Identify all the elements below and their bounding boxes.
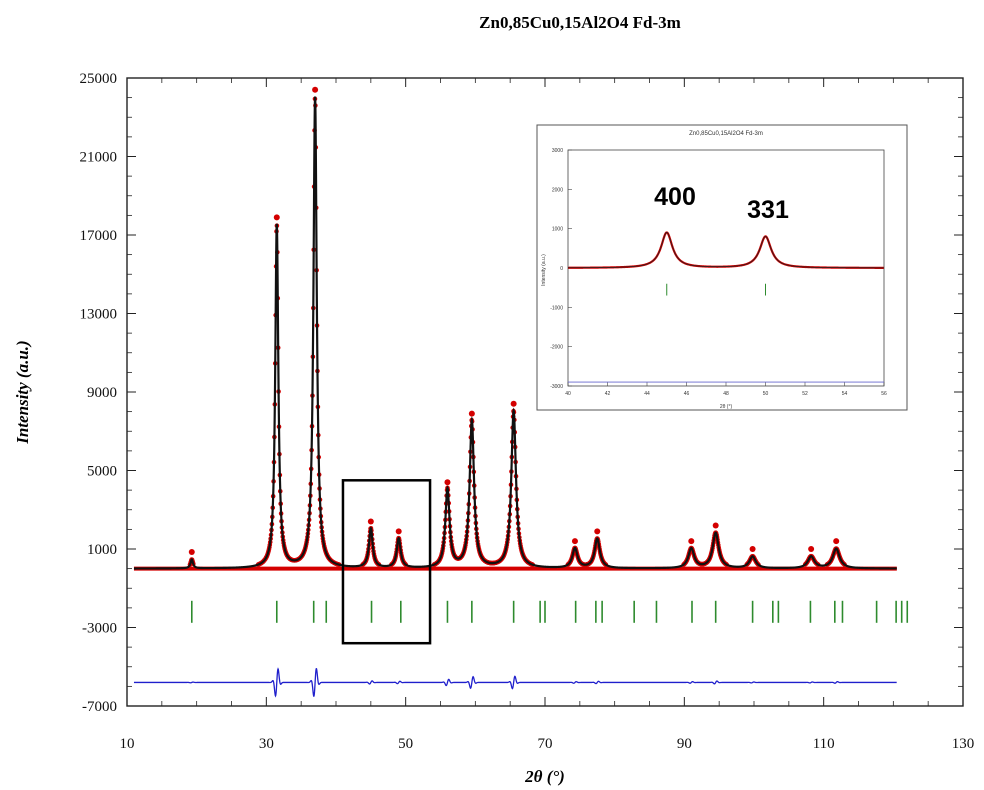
main-axis-ticks: -7000 -3000 1000 5000 9000 13000 17000 21000 250… — [80, 71, 975, 752]
inset-y-tick-label: 3000 — [552, 148, 563, 154]
peak-max-point — [444, 479, 451, 486]
x-tick-label: 110 — [813, 736, 835, 752]
peak-max-point — [395, 528, 402, 535]
x-tick-label: 90 — [677, 736, 692, 752]
inset-y-tick-label: 0 — [560, 266, 563, 272]
inset-x-tick-label: 44 — [644, 391, 650, 397]
x-tick-label: 70 — [538, 736, 553, 752]
inset-x-tick-label: 46 — [684, 391, 690, 397]
inset-calculated-profile — [568, 232, 884, 269]
peak-max-point — [312, 86, 319, 93]
y-tick-label: -3000 — [82, 621, 117, 637]
x-tick-label: 130 — [952, 736, 975, 752]
inset-x-tick-label: 56 — [881, 391, 887, 397]
inset-x-tick-label: 52 — [802, 391, 808, 397]
y-tick-label: 17000 — [80, 228, 118, 244]
peak-max-point — [367, 518, 374, 525]
inset-title: Zn0,85Cu0,15Al2O4 Fd-3m — [689, 131, 763, 137]
inset-y-tick-label: -3000 — [550, 384, 563, 390]
peak-max-point — [188, 548, 195, 555]
peak-max-point — [510, 400, 517, 407]
inset-y-tick-label: -1000 — [550, 305, 563, 311]
x-axis-title: 2θ (°) — [524, 767, 565, 786]
inset-plot: Zn0,85Cu0,15Al2O4 Fd-3m Intensity (a.u.)… — [536, 124, 908, 411]
peak-max-point — [749, 546, 756, 552]
y-axis-title: Intensity (a.u.) — [13, 340, 32, 444]
y-tick-label: 25000 — [80, 71, 118, 87]
chart-title: Zn0,85Cu0,15Al2O4 Fd-3m — [479, 13, 681, 32]
inset-axis-ticks: -3000 -2000 -1000 0 1000 2000 3000 40 42 44 46 48 50… — [550, 148, 887, 397]
main-data-layer — [133, 86, 909, 698]
hkl-label: 400 — [654, 183, 696, 211]
y-tick-label: 5000 — [87, 464, 117, 480]
inset-y-tick-label: 2000 — [552, 187, 563, 193]
y-tick-label: 9000 — [87, 385, 117, 401]
x-tick-label: 10 — [120, 736, 135, 752]
inset-x-tick-label: 48 — [723, 391, 729, 397]
peak-max-point — [808, 546, 815, 552]
inset-x-tick-label: 54 — [842, 391, 848, 397]
peak-max-point — [833, 538, 840, 545]
inset-x-axis-title: 2θ (°) — [720, 404, 733, 410]
y-tick-label: 21000 — [80, 150, 118, 166]
inset-x-tick-label: 40 — [565, 391, 571, 397]
difference-curve — [133, 667, 897, 698]
y-tick-label: 1000 — [87, 542, 117, 558]
inset-y-tick-label: 1000 — [552, 227, 563, 233]
x-tick-label: 50 — [398, 736, 413, 752]
peak-max-point — [712, 522, 719, 529]
inset-y-axis-title: Intensity (a.u.) — [541, 254, 547, 286]
zoom-region-box — [341, 479, 432, 645]
peak-max-point — [688, 538, 695, 545]
calculated-profile — [133, 96, 897, 570]
y-tick-label: -7000 — [82, 699, 117, 715]
x-tick-label: 30 — [259, 736, 274, 752]
peak-max-point — [273, 214, 280, 221]
peak-max-point — [571, 538, 578, 545]
peak-max-point — [468, 410, 475, 417]
inset-y-tick-label: -2000 — [550, 345, 563, 351]
hkl-label: 331 — [747, 196, 789, 224]
inset-x-tick-label: 50 — [763, 391, 769, 397]
peak-max-point — [594, 528, 601, 535]
inset-data-layer: 400 331 — [568, 183, 884, 383]
y-tick-label: 13000 — [80, 307, 118, 323]
inset-x-tick-label: 42 — [605, 391, 611, 397]
